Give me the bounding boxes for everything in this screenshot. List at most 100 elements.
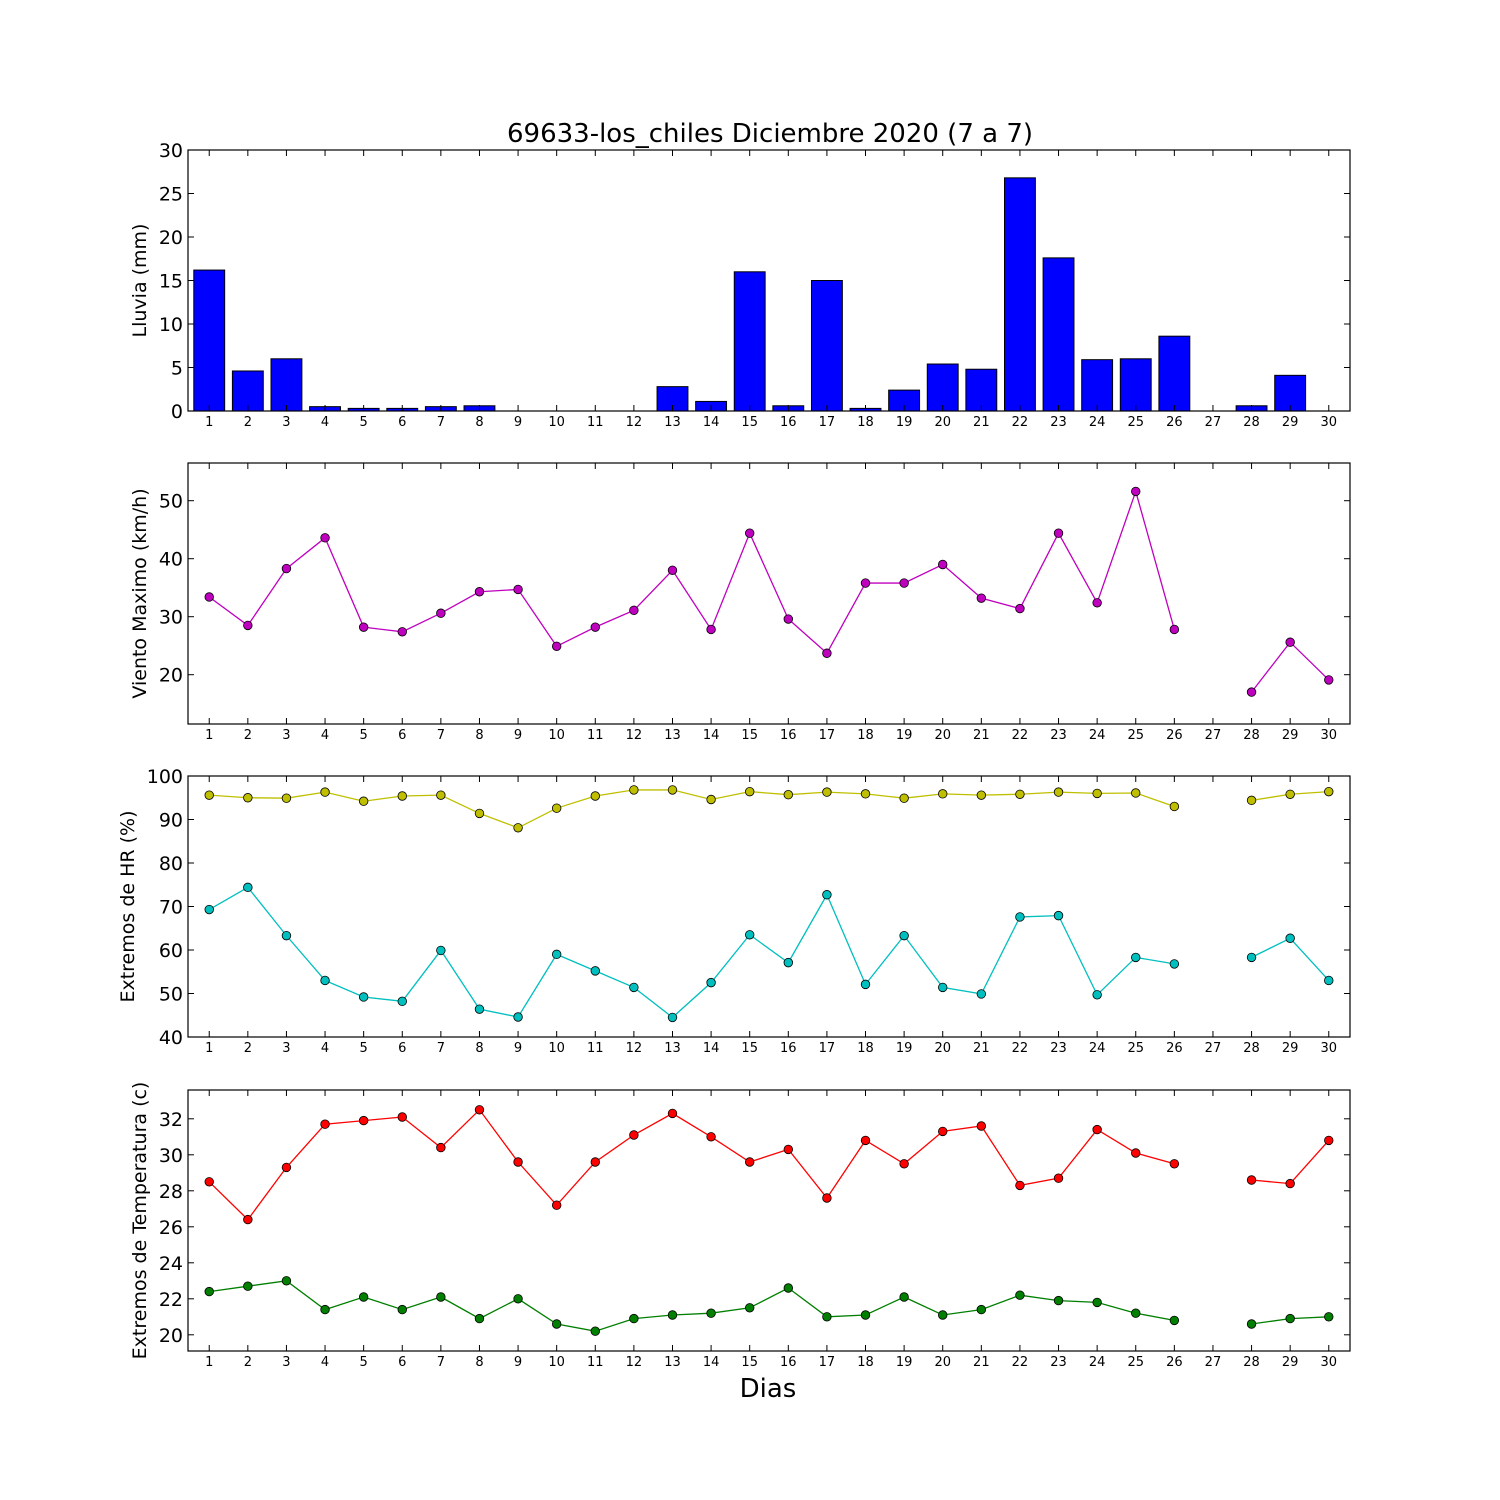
wind-xtick-label: 22 bbox=[1012, 728, 1029, 743]
temperature-series-2-point-day-14 bbox=[706, 1308, 716, 1318]
humidity-ytick-label: 40 bbox=[159, 1027, 183, 1049]
humidity-series-1-point-day-15 bbox=[745, 786, 755, 797]
humidity-xtick-label: 6 bbox=[398, 1041, 406, 1056]
temperature-series-1-point-day-29 bbox=[1285, 1178, 1295, 1189]
temperature-series-1-point-day-9 bbox=[513, 1157, 523, 1167]
temperature-xtick-label: 4 bbox=[321, 1355, 329, 1370]
rain-xtick-label: 12 bbox=[626, 415, 643, 430]
wind-series-1-point-day-1 bbox=[204, 592, 214, 602]
wind-series-1-point-day-4 bbox=[320, 533, 330, 543]
wind-series-1-point-day-23 bbox=[1053, 528, 1064, 538]
humidity-series-2-point-day-23 bbox=[1053, 910, 1064, 921]
humidity-xtick-label: 11 bbox=[587, 1041, 604, 1056]
humidity-series-2-point-day-28 bbox=[1246, 952, 1257, 963]
humidity-series-1-point-day-24 bbox=[1092, 788, 1102, 799]
wind-series-1-point-day-21 bbox=[976, 593, 987, 603]
wind-xtick-label: 4 bbox=[321, 728, 329, 743]
humidity-xtick-label: 12 bbox=[626, 1041, 643, 1056]
humidity-xtick-label: 24 bbox=[1089, 1041, 1106, 1056]
rain-y-axis-label: Lluvia (mm) bbox=[129, 224, 151, 338]
temperature-series-2-point-day-8 bbox=[474, 1313, 485, 1324]
humidity-series-2-point-day-29 bbox=[1285, 933, 1295, 943]
rain-xtick-label: 2 bbox=[244, 415, 252, 430]
humidity-series-2-point-day-3 bbox=[281, 930, 292, 941]
wind-series-1-point-day-13 bbox=[667, 565, 678, 576]
wind-xtick-label: 20 bbox=[934, 728, 951, 743]
wind-series-1-point-day-2 bbox=[243, 620, 253, 631]
humidity-ytick-label: 100 bbox=[147, 766, 183, 788]
temperature-xtick-label: 9 bbox=[514, 1355, 522, 1370]
temperature-series-1-point-day-21 bbox=[976, 1121, 987, 1131]
temperature-xtick-label: 2 bbox=[244, 1355, 252, 1370]
humidity-y-axis-label: Extremos de HR (%) bbox=[117, 810, 139, 1002]
rain-xtick-label: 23 bbox=[1050, 415, 1067, 430]
rain-xtick-label: 19 bbox=[896, 415, 913, 430]
temperature-series-1-point-day-19 bbox=[899, 1159, 909, 1169]
wind-xtick-label: 13 bbox=[664, 728, 681, 743]
temperature-xtick-label: 1 bbox=[205, 1355, 213, 1370]
wind-xtick-label: 19 bbox=[896, 728, 913, 743]
humidity-xtick-label: 7 bbox=[437, 1041, 445, 1056]
x-axis-label: Dias bbox=[740, 1374, 797, 1404]
temperature-xtick-label: 6 bbox=[398, 1355, 406, 1370]
humidity-series-1-point-day-1 bbox=[204, 790, 214, 800]
wind-xtick-label: 29 bbox=[1282, 728, 1299, 743]
temperature-series-2-point-day-22 bbox=[1015, 1290, 1025, 1300]
humidity-xtick-label: 27 bbox=[1205, 1041, 1222, 1056]
wind-series-1-point-day-28 bbox=[1246, 687, 1257, 697]
rain-bar-day-1 bbox=[193, 269, 226, 412]
temperature-series-2-point-day-15 bbox=[745, 1303, 755, 1313]
temperature-series-1-point-day-28 bbox=[1246, 1175, 1257, 1185]
rain-xtick-label: 22 bbox=[1012, 415, 1029, 430]
temperature-series-1-point-day-25 bbox=[1131, 1148, 1141, 1158]
temperature-xtick-label: 30 bbox=[1320, 1355, 1337, 1370]
wind-xtick-label: 15 bbox=[741, 728, 758, 743]
humidity-series-2-point-day-8 bbox=[474, 1004, 485, 1014]
humidity-xtick-label: 28 bbox=[1243, 1041, 1260, 1056]
rain-bar-day-2 bbox=[231, 370, 264, 412]
temperature-series-1-point-day-17 bbox=[822, 1193, 832, 1203]
temperature-series-1-point-day-6 bbox=[397, 1112, 407, 1122]
temperature-series-2-point-day-6 bbox=[397, 1304, 407, 1315]
temperature-series-2-point-day-28 bbox=[1246, 1319, 1257, 1329]
rain-bar-day-24 bbox=[1081, 359, 1114, 412]
humidity-series-2-point-day-10 bbox=[551, 949, 562, 960]
wind-xtick-label: 7 bbox=[437, 728, 445, 743]
humidity-series-2-point-day-11 bbox=[590, 966, 600, 976]
temperature-plot-frame bbox=[187, 1089, 1351, 1352]
humidity-series-2-point-day-21 bbox=[976, 989, 987, 999]
temperature-xtick-label: 3 bbox=[282, 1355, 290, 1370]
wind-series-1-point-day-30 bbox=[1324, 675, 1334, 685]
rain-xtick-label: 24 bbox=[1089, 415, 1106, 430]
humidity-series-1-point-day-18 bbox=[860, 789, 871, 799]
rain-xtick-label: 18 bbox=[857, 415, 874, 430]
rain-xtick-label: 13 bbox=[664, 415, 681, 430]
rain-xtick-label: 10 bbox=[548, 415, 565, 430]
temperature-series-1-point-day-13 bbox=[667, 1108, 678, 1119]
wind-xtick-label: 17 bbox=[819, 728, 836, 743]
rain-bar-day-17 bbox=[810, 280, 843, 412]
rain-xtick-label: 5 bbox=[360, 415, 368, 430]
wind-xtick-label: 5 bbox=[360, 728, 368, 743]
humidity-series-1-point-day-21 bbox=[976, 790, 987, 800]
humidity-series-2-point-day-2 bbox=[243, 882, 253, 893]
rain-ytick-label: 30 bbox=[159, 140, 183, 162]
temperature-series-2-point-day-1 bbox=[204, 1286, 214, 1297]
temperature-xtick-label: 20 bbox=[934, 1355, 951, 1370]
temperature-series-2-point-day-29 bbox=[1285, 1313, 1295, 1324]
rain-xtick-label: 28 bbox=[1243, 415, 1260, 430]
temperature-series-2-point-day-26 bbox=[1169, 1315, 1180, 1326]
humidity-xtick-label: 21 bbox=[973, 1041, 990, 1056]
humidity-series-1-point-day-12 bbox=[629, 785, 639, 795]
humidity-series-1-point-day-19 bbox=[899, 793, 909, 803]
humidity-series-2-point-day-17 bbox=[822, 890, 832, 900]
wind-series-1-point-day-11 bbox=[590, 622, 600, 632]
temperature-series-1-point-day-22 bbox=[1015, 1180, 1025, 1191]
humidity-series-1-point-day-8 bbox=[474, 808, 485, 819]
rain-xtick-label: 20 bbox=[934, 415, 951, 430]
humidity-series-2-point-day-16 bbox=[783, 957, 794, 968]
rain-xtick-label: 9 bbox=[514, 415, 522, 430]
rain-bar-day-15 bbox=[733, 271, 766, 412]
